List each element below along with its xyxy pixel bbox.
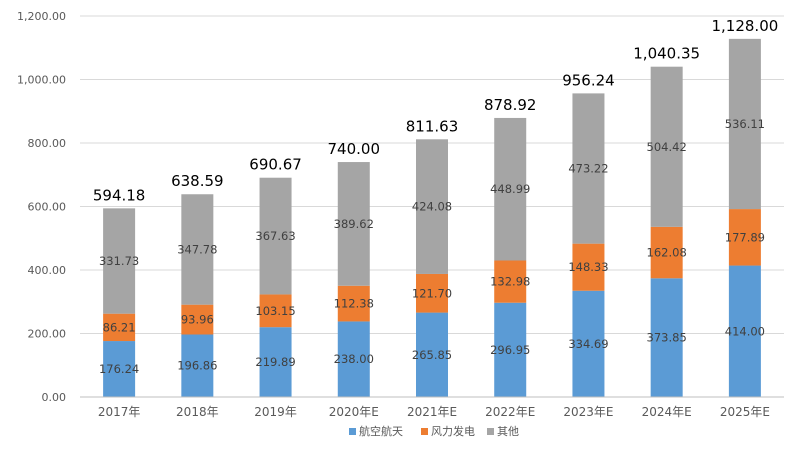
legend-item: 其他 (487, 425, 519, 438)
total-value-label: 740.00 (328, 140, 381, 158)
segment-value-label: 265.85 (412, 348, 452, 362)
x-axis: 2017年 2018年 2019年 2020年E 2021年E 2022年E 2023年E 2… (80, 396, 784, 419)
segment-value-label: 448.99 (490, 182, 530, 196)
segment-value-label: 238.00 (334, 352, 374, 366)
segment-value-label: 132.98 (490, 275, 530, 289)
segment-value-label: 536.11 (725, 117, 765, 131)
y-tick-label: 400.00 (28, 264, 67, 277)
bar-segment-other (728, 38, 761, 210)
x-tick-label: 2020年E (329, 405, 379, 419)
data-labels: 176.24 86.21 331.73 594.18 196.86 93.96 347.78… (93, 17, 778, 376)
x-tick-label: 2024年E (642, 405, 692, 419)
bar-segment-other (337, 162, 370, 286)
bar-segment-wind-power (572, 243, 605, 291)
segment-value-label: 162.08 (647, 246, 687, 260)
bar-segment-wind-power (259, 294, 292, 328)
segment-value-label: 367.63 (255, 229, 295, 243)
x-tick-label: 2022年E (485, 405, 535, 419)
legend-label: 风力发电 (431, 424, 475, 438)
y-tick-label: 0.00 (42, 391, 67, 404)
legend-label: 其他 (497, 425, 519, 438)
total-value-label: 811.63 (406, 117, 459, 135)
bar-segment-other (259, 177, 292, 295)
total-value-label: 638.59 (171, 172, 224, 190)
segment-value-label: 112.38 (334, 297, 374, 311)
segment-value-label: 86.21 (103, 320, 136, 334)
bar-segment-wind-power (650, 226, 683, 279)
bar-segment-aerospace (494, 302, 527, 397)
legend-label: 航空航天 (359, 424, 403, 438)
legend-swatch (421, 428, 428, 435)
x-tick-label: 2017年 (98, 405, 141, 419)
segment-value-label: 121.70 (412, 286, 452, 300)
y-tick-label: 800.00 (28, 137, 67, 150)
bar-segment-wind-power (728, 209, 761, 266)
total-value-label: 878.92 (484, 96, 537, 114)
segment-value-label: 177.89 (725, 230, 765, 244)
total-value-label: 956.24 (562, 71, 615, 89)
segment-value-label: 473.22 (568, 162, 608, 176)
legend-item: 风力发电 (421, 424, 475, 438)
segment-value-label: 103.15 (255, 304, 295, 318)
x-tick-label: 2018年 (176, 405, 219, 419)
segment-value-label: 196.86 (177, 359, 217, 373)
bar-segment-aerospace (650, 278, 683, 397)
x-tick-label: 2023年E (563, 405, 613, 419)
segment-value-label: 93.96 (181, 313, 214, 327)
segment-value-label: 296.95 (490, 343, 530, 357)
segment-value-label: 148.33 (568, 260, 608, 274)
bar-segment-aerospace (181, 334, 214, 397)
x-tick-label: 2025年E (720, 405, 770, 419)
x-tick-label: 2021年E (407, 405, 457, 419)
bar-segment-wind-power (181, 304, 214, 335)
bar-segment-aerospace (728, 265, 761, 397)
segment-value-label: 176.24 (99, 362, 139, 376)
total-value-label: 594.18 (93, 186, 146, 204)
segment-value-label: 347.78 (177, 242, 217, 256)
bar-segment-aerospace (259, 327, 292, 397)
legend: 航空航天 风力发电 其他 (349, 424, 519, 438)
bar-segment-wind-power (337, 285, 370, 322)
bar-segment-wind-power (103, 313, 136, 342)
segment-value-label: 389.62 (334, 217, 374, 231)
total-value-label: 1,128.00 (711, 17, 778, 35)
segment-value-label: 424.08 (412, 200, 452, 214)
bar-segment-wind-power (494, 260, 527, 303)
y-tick-label: 600.00 (28, 201, 67, 214)
y-tick-label: 1,000.00 (17, 74, 66, 87)
bar-segment-wind-power (416, 273, 448, 313)
bar-segment-other (650, 66, 683, 227)
legend-swatch (349, 428, 356, 435)
segment-value-label: 504.42 (647, 140, 687, 154)
legend-item: 航空航天 (349, 424, 403, 438)
segment-value-label: 331.73 (99, 254, 139, 268)
bar-segment-other (572, 93, 605, 244)
total-value-label: 690.67 (249, 156, 302, 174)
y-tick-label: 200.00 (28, 328, 67, 341)
y-tick-label: 1,200.00 (17, 10, 66, 23)
segment-value-label: 219.89 (255, 355, 295, 369)
bar-segment-aerospace (337, 321, 370, 397)
y-axis: 0.00 200.00 400.00 600.00 800.00 1,000.00 1,20… (17, 10, 66, 404)
segment-value-label: 414.00 (725, 324, 765, 338)
bar-segment-other (181, 194, 214, 305)
bar-segment-other (494, 117, 527, 261)
bars (103, 38, 761, 397)
x-tick-label: 2019年 (254, 405, 297, 419)
bar-segment-aerospace (572, 290, 605, 397)
bar-segment-other (416, 139, 448, 274)
segment-value-label: 373.85 (647, 331, 687, 345)
legend-swatch (487, 428, 494, 435)
segment-value-label: 334.69 (568, 337, 608, 351)
bar-segment-other (103, 208, 136, 314)
total-value-label: 1,040.35 (633, 45, 700, 63)
bar-segment-aerospace (103, 341, 136, 397)
bar-segment-aerospace (416, 312, 448, 397)
